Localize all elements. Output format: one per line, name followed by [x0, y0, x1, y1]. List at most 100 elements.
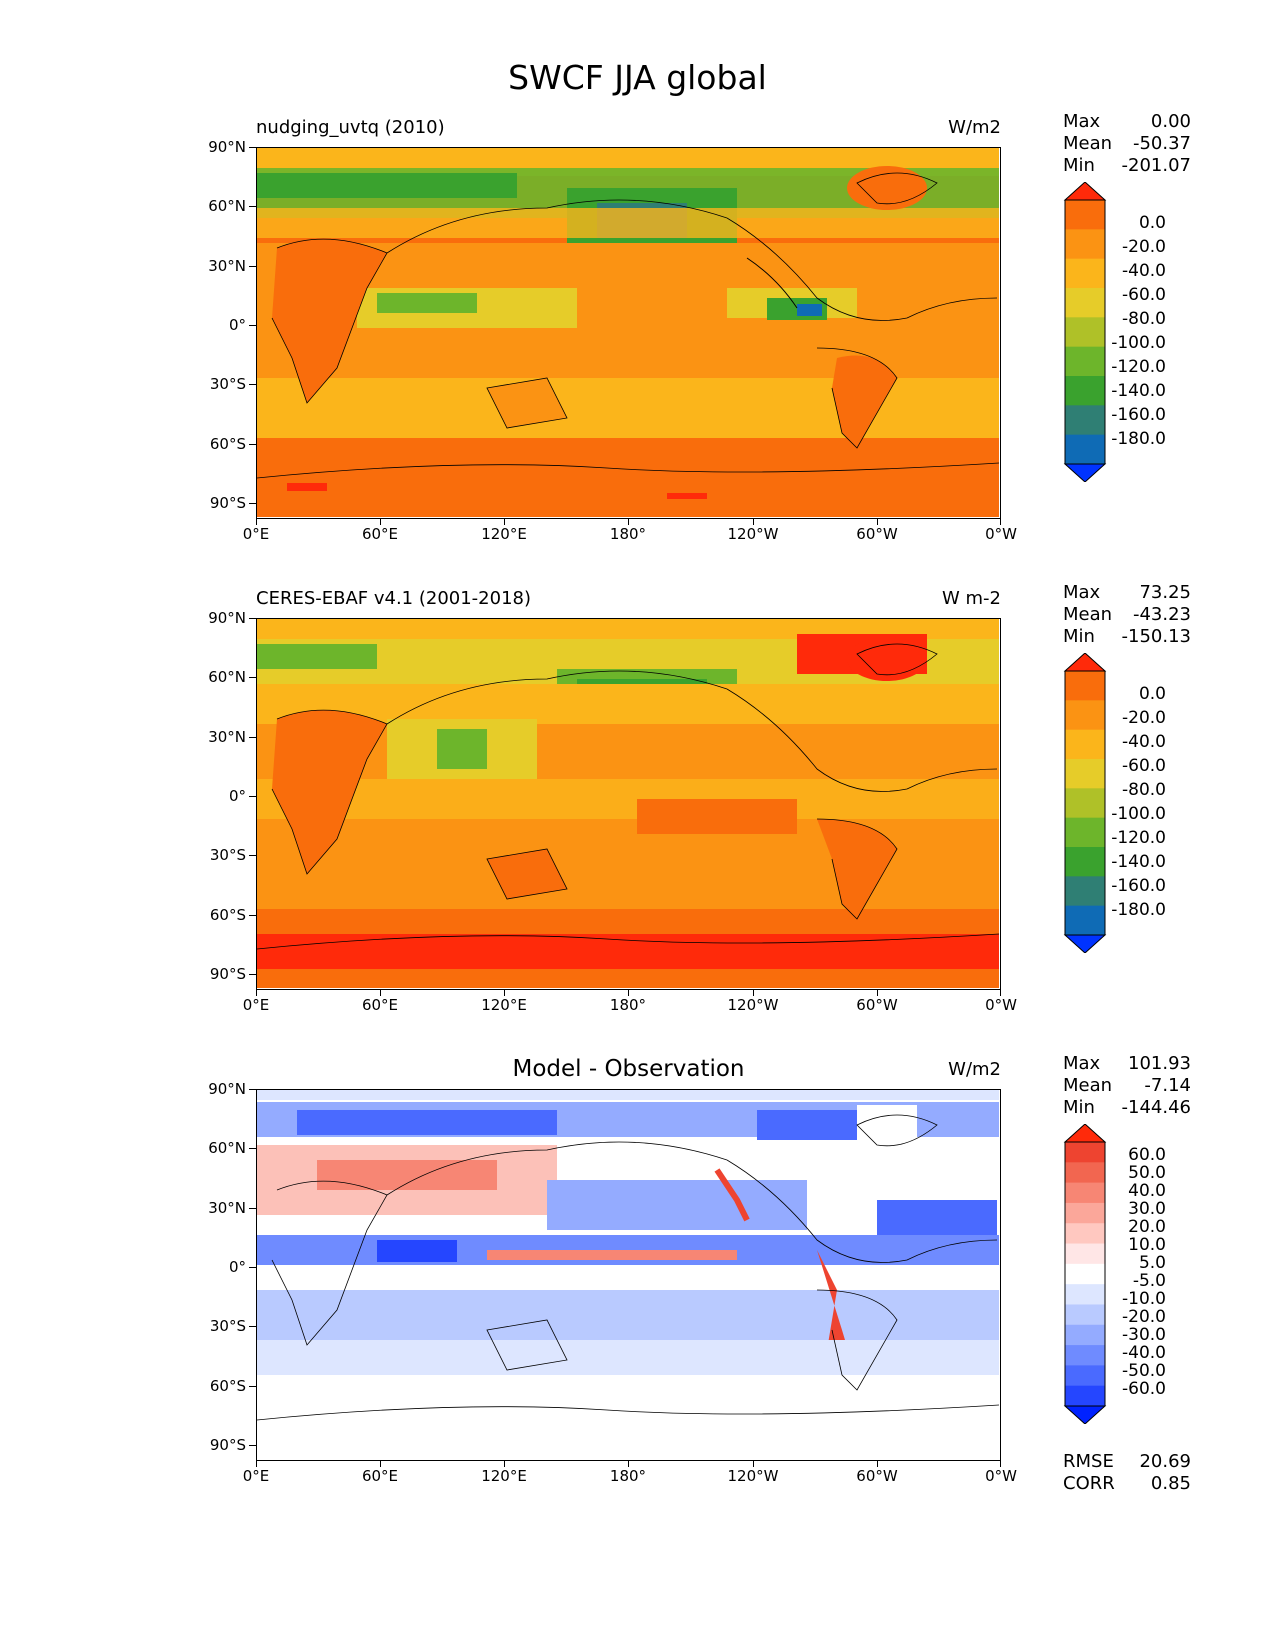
x-tick-mark — [1000, 1461, 1001, 1467]
y-tick-mark — [249, 206, 256, 207]
x-tick-mark — [753, 990, 754, 996]
y-tick-label: 30°N — [208, 728, 246, 746]
colorbar-swatch — [1065, 1243, 1105, 1265]
x-tick-mark — [877, 1461, 878, 1467]
y-tick-mark — [249, 1208, 256, 1209]
x-tick-mark — [1000, 519, 1001, 525]
colorbar-swatch — [1065, 258, 1105, 289]
panel-units: W m-2 — [941, 588, 1001, 609]
colorbar-swatch — [1065, 1365, 1105, 1387]
panel-difference: Model - Observation W/m2 — [0, 1053, 1275, 1499]
x-tick-label: 120°W — [727, 996, 779, 1014]
y-tick-mark — [249, 444, 256, 445]
x-tick-mark — [753, 519, 754, 525]
panel-units: W/m2 — [948, 117, 1001, 138]
stat-mean: -50.37 — [1132, 133, 1191, 154]
colorbar-label: -20.0 — [1122, 1307, 1166, 1327]
colorbar-label: -40.0 — [1122, 261, 1166, 281]
colorbar-label: -60.0 — [1122, 756, 1166, 776]
x-tick-label: 0°E — [242, 1467, 270, 1485]
colorbar-label: -40.0 — [1122, 1343, 1166, 1363]
colorbar-swatch — [1065, 1182, 1105, 1204]
colorbar-swatch — [1065, 317, 1105, 348]
colorbar-swatch — [1065, 434, 1105, 465]
stat-max: 101.93 — [1128, 1053, 1191, 1074]
y-tick-mark — [249, 384, 256, 385]
y-tick-label: 0° — [228, 316, 246, 334]
x-tick-mark — [256, 990, 257, 996]
colorbar-label: -5.0 — [1132, 1271, 1166, 1291]
y-tick-mark — [249, 1089, 256, 1090]
y-tick-label: 0° — [228, 787, 246, 805]
rmse-label: RMSE — [1063, 1451, 1114, 1472]
y-tick-mark — [249, 618, 256, 619]
y-tick-mark — [249, 974, 256, 975]
y-tick-label: 60°N — [208, 197, 246, 215]
x-tick-label: 0°W — [985, 1467, 1017, 1485]
colorbar-swatch — [1065, 1263, 1105, 1285]
colorbar-swatch — [1065, 229, 1105, 260]
colorbar-label: -180.0 — [1111, 900, 1166, 920]
corr-label: CORR — [1063, 1473, 1115, 1494]
colorbar-swatch — [1065, 1345, 1105, 1366]
colorbar-swatch — [1065, 729, 1105, 760]
colorbar-label: -40.0 — [1122, 732, 1166, 752]
panel-model: nudging_uvtq (2010) W/m2 — [0, 111, 1275, 557]
colorbar-label: -20.0 — [1122, 708, 1166, 728]
x-tick-mark — [504, 990, 505, 996]
x-tick-label: 180° — [609, 1467, 647, 1485]
x-tick-mark — [628, 1461, 629, 1467]
stat-min: -144.46 — [1121, 1097, 1191, 1118]
colorbar-swatch — [1065, 405, 1105, 436]
colorbar — [1063, 653, 1107, 953]
map-area — [256, 1089, 1001, 1461]
colorbar-swatch — [1065, 700, 1105, 731]
x-tick-label: 180° — [609, 525, 647, 543]
colorbar-label: -80.0 — [1122, 309, 1166, 329]
y-tick-label: 90°N — [208, 609, 246, 627]
y-tick-mark — [249, 737, 256, 738]
stat-label: Mean — [1063, 604, 1113, 625]
colorbar — [1063, 1124, 1107, 1424]
colorbar-swatch — [1065, 1324, 1105, 1346]
y-tick-label: 30°N — [208, 257, 246, 275]
colorbar-extend-max — [1063, 653, 1107, 672]
rmse-corr-box: RMSE 20.69 CORR 0.85 — [1063, 1451, 1191, 1495]
colorbar-swatch — [1065, 876, 1105, 907]
colorbar-label: -60.0 — [1122, 285, 1166, 305]
stat-label: Mean — [1063, 133, 1113, 154]
y-tick-label: 30°S — [209, 1317, 246, 1335]
colorbar-label: -80.0 — [1122, 780, 1166, 800]
x-tick-mark — [380, 519, 381, 525]
colorbar-label: -140.0 — [1111, 852, 1166, 872]
x-tick-label: 60°E — [361, 525, 399, 543]
colorbar-label: -30.0 — [1122, 1325, 1166, 1345]
colorbar-swatch — [1065, 1304, 1105, 1326]
colorbar-label: -20.0 — [1122, 237, 1166, 257]
stat-label: Mean — [1063, 1075, 1113, 1096]
colorbar-swatch — [1065, 788, 1105, 819]
map-area — [256, 147, 1001, 519]
y-tick-label: 30°S — [209, 846, 246, 864]
x-tick-label: 120°E — [481, 996, 527, 1014]
colorbar-swatch — [1065, 1202, 1105, 1224]
panel-units: W/m2 — [948, 1059, 1001, 1080]
x-tick-label: 60°E — [361, 996, 399, 1014]
colorbar-label: 5.0 — [1138, 1253, 1166, 1273]
colorbar-label: -50.0 — [1122, 1361, 1166, 1381]
colorbar — [1063, 182, 1107, 482]
stat-label: Min — [1063, 155, 1095, 176]
colorbar-label: 10.0 — [1128, 1235, 1166, 1255]
colorbar-extend-min — [1063, 934, 1107, 953]
x-tick-label: 60°W — [856, 525, 898, 543]
y-tick-mark — [249, 855, 256, 856]
x-tick-label: 0°E — [242, 525, 270, 543]
x-tick-mark — [877, 519, 878, 525]
colorbar-extend-max — [1063, 1124, 1107, 1143]
map-field — [257, 1090, 999, 1459]
colorbar-label: -100.0 — [1111, 333, 1166, 353]
y-tick-label: 30°S — [209, 375, 246, 393]
y-tick-label: 90°S — [209, 965, 246, 983]
colorbar-label: -180.0 — [1111, 429, 1166, 449]
panel-observation: CERES-EBAF v4.1 (2001-2018) W m-2 — [0, 582, 1275, 1028]
